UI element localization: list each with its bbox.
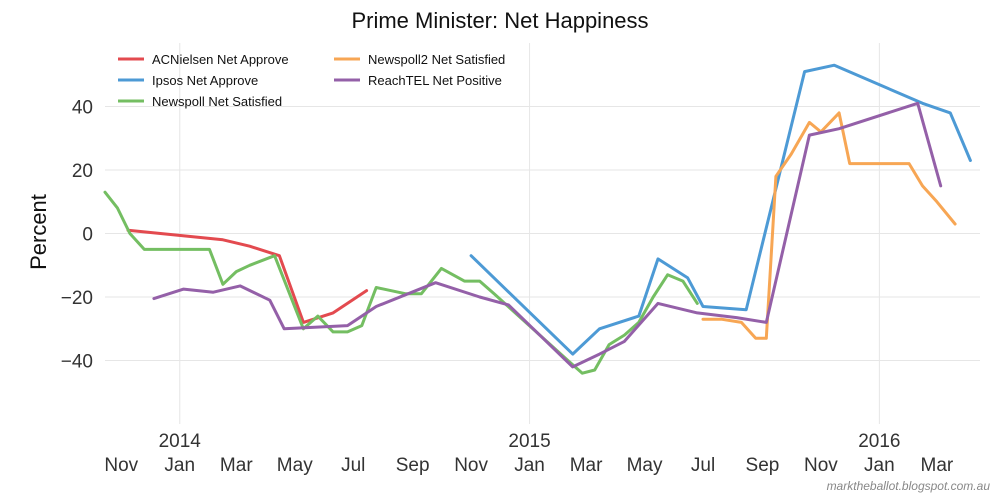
y-tick-label: −20 (61, 288, 93, 309)
y-tick-label: 0 (82, 225, 93, 246)
y-axis-label: Percent (26, 194, 51, 270)
month-tick-label: May (277, 455, 313, 476)
chart-title: Prime Minister: Net Happiness (351, 8, 648, 33)
year-tick-label: 2016 (858, 431, 900, 452)
series-line-4 (152, 101, 943, 369)
legend-label: Ipsos Net Approve (152, 73, 258, 88)
y-tick-label: 40 (72, 98, 93, 119)
month-tick-label: Sep (396, 455, 430, 476)
legend-label: ACNielsen Net Approve (152, 52, 289, 67)
month-tick-label: Jan (164, 455, 195, 476)
month-tick-label: Jan (514, 455, 545, 476)
month-tick-label: Jul (691, 455, 715, 476)
series-line-2 (103, 190, 699, 375)
month-tick-label: Jul (341, 455, 365, 476)
grid-layer (105, 43, 980, 424)
month-tick-label: Mar (570, 455, 603, 476)
month-tick-label: Nov (804, 455, 838, 476)
series-line-3 (701, 111, 957, 340)
credit-text: marktheballot.blogspot.com.au (827, 479, 991, 493)
month-tick-label: Sep (746, 455, 780, 476)
series-line-1 (469, 63, 972, 356)
legend-label: Newspoll2 Net Satisfied (368, 52, 505, 67)
tick-layer: −40 −20 0 20 40 2014 2015 2016 Nov Jan Mar May Jul Se… (61, 98, 954, 477)
month-tick-label: Mar (220, 455, 253, 476)
y-tick-label: 20 (72, 161, 93, 182)
series-layer (103, 63, 972, 375)
month-tick-label: Nov (104, 455, 138, 476)
month-tick-label: Nov (454, 455, 488, 476)
month-tick-label: Mar (921, 455, 954, 476)
legend: ACNielsen Net Approve Ipsos Net Approve Ne… (118, 52, 505, 109)
month-tick-label: Jan (864, 455, 895, 476)
month-tick-label: May (627, 455, 663, 476)
year-tick-label: 2014 (159, 431, 202, 452)
legend-label: ReachTEL Net Positive (368, 73, 502, 88)
y-tick-label: −40 (61, 352, 93, 373)
series-line-0 (126, 228, 369, 324)
year-tick-label: 2015 (508, 431, 550, 452)
legend-label: Newspoll Net Satisfied (152, 94, 282, 109)
